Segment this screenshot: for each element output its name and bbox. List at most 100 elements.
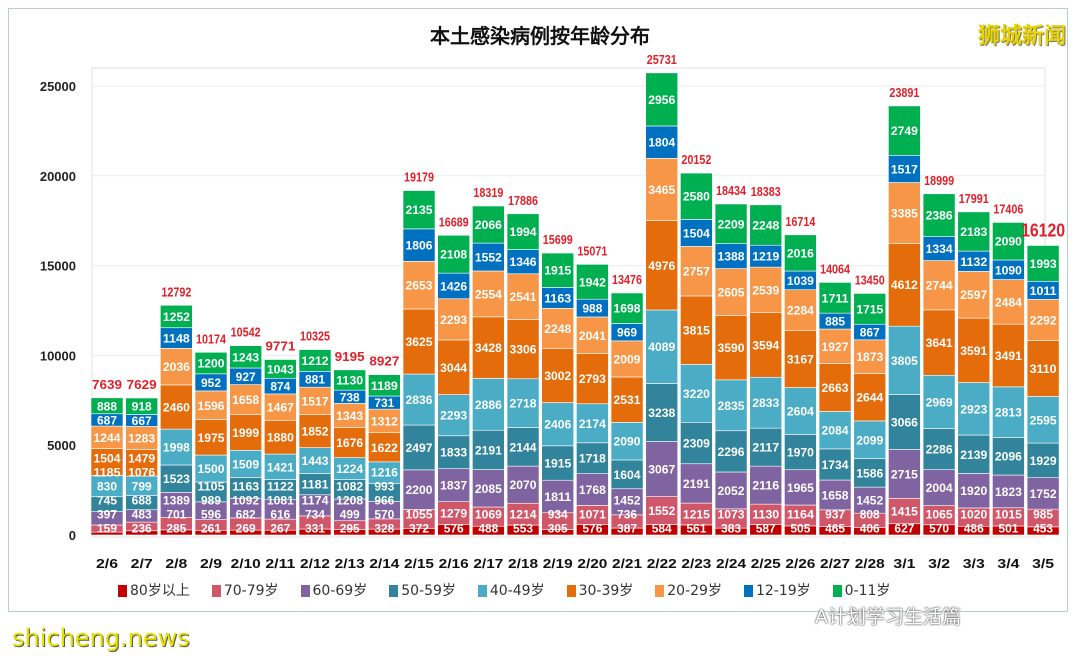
legend-item: 70-79岁 (211, 582, 279, 600)
data-label: 1224 (336, 462, 363, 476)
bar-segment (853, 373, 887, 422)
bar-segment (784, 234, 817, 272)
bar-segment (160, 428, 193, 466)
total-label: 18383 (751, 184, 781, 199)
bar-segment (194, 454, 228, 483)
data-label: 2749 (891, 124, 918, 138)
x-tick-label: 2/22 (647, 556, 677, 571)
data-label: 2744 (926, 279, 953, 293)
data-label: 667 (132, 414, 152, 428)
data-label: 1929 (1030, 454, 1057, 468)
data-label: 1504 (94, 452, 121, 466)
data-label: 888 (97, 399, 117, 413)
data-label: 570 (374, 508, 394, 522)
legend-label: 20-29岁 (667, 583, 722, 599)
bar-segment (680, 463, 713, 504)
data-label: 1837 (440, 479, 467, 493)
data-label: 1163 (544, 291, 571, 305)
bar-segment (610, 292, 644, 324)
bar-segment (541, 252, 575, 288)
data-label: 261 (201, 522, 221, 536)
bar-segment (957, 317, 991, 383)
data-label: 2117 (752, 441, 779, 455)
legend-swatch (118, 585, 127, 597)
bar-segment (714, 430, 748, 473)
x-tick-label: 2/28 (855, 556, 885, 571)
data-label: 1517 (302, 394, 329, 408)
data-label: 1586 (856, 466, 883, 480)
data-label: 1658 (232, 393, 259, 407)
data-label: 2296 (718, 445, 745, 459)
bar-segment (749, 376, 783, 429)
data-label: 682 (236, 508, 256, 522)
data-label: 2653 (406, 279, 433, 293)
data-label: 2813 (995, 406, 1022, 420)
data-label: 2052 (718, 484, 745, 498)
data-label: 1993 (1030, 257, 1057, 271)
data-label: 1975 (198, 431, 225, 445)
bar-segment (818, 328, 852, 364)
data-label: 1148 (163, 332, 190, 346)
data-label: 4089 (648, 340, 675, 354)
bar-segment (749, 465, 783, 505)
data-label: 1880 (267, 431, 294, 445)
data-label: 2715 (891, 467, 918, 481)
data-label: 1069 (475, 508, 502, 522)
x-tick-label: 2/23 (681, 556, 711, 571)
data-label: 2292 (1030, 314, 1057, 328)
data-label: 3238 (648, 406, 675, 420)
bar-segment (749, 204, 783, 246)
data-label: 1552 (648, 504, 675, 518)
bar-segment (1026, 396, 1060, 444)
data-label: 688 (132, 494, 152, 508)
data-label: 2595 (1030, 413, 1057, 427)
data-label: 1011 (1030, 284, 1057, 298)
data-label: 2066 (475, 218, 502, 232)
data-label: 2718 (510, 397, 537, 411)
x-tick-label: 2/15 (404, 556, 434, 571)
data-label: 570 (929, 522, 949, 536)
bar-segment (818, 479, 852, 511)
bar-segment (125, 397, 158, 415)
total-label: 20152 (681, 152, 711, 167)
legend-item: 30-39岁 (566, 582, 633, 600)
data-label: 1200 (198, 357, 225, 371)
data-label: 1452 (614, 494, 641, 508)
data-label: 1698 (614, 302, 641, 316)
data-label: 1243 (232, 350, 259, 364)
data-label: 305 (548, 522, 568, 536)
bar-segment (576, 353, 609, 405)
total-label: 16689 (439, 214, 469, 229)
data-label: 2284 (787, 304, 814, 318)
data-label: 738 (340, 390, 360, 404)
data-label: 2497 (406, 441, 433, 455)
data-label: 1122 (267, 480, 294, 494)
data-label: 1426 (440, 279, 467, 293)
data-label: 1015 (995, 508, 1022, 522)
data-label: 1927 (822, 340, 849, 354)
total-label: 25731 (647, 52, 677, 67)
data-label: 2135 (406, 203, 433, 217)
total-label: 15071 (577, 243, 607, 258)
data-label: 3491 (995, 349, 1022, 363)
data-label: 745 (97, 494, 117, 508)
bar-segment (194, 419, 228, 456)
data-label: 616 (270, 508, 290, 522)
data-label: 2191 (683, 477, 710, 491)
data-label: 2663 (822, 381, 849, 395)
data-label: 2096 (995, 450, 1022, 464)
data-label: 1343 (336, 409, 363, 423)
x-tick-label: 2/17 (473, 556, 503, 571)
bar-segment (1026, 245, 1060, 282)
x-tick-label: 2/19 (543, 556, 573, 571)
bar-segment (645, 496, 679, 525)
bar-segment (437, 394, 471, 437)
bar-segment (368, 374, 401, 397)
x-tick-label: 3/4 (997, 556, 1020, 571)
data-label: 2604 (787, 404, 814, 418)
bar-segment (645, 125, 679, 159)
data-label: 2835 (718, 399, 745, 413)
total-label: 10325 (300, 329, 330, 344)
legend-swatch (211, 585, 221, 597)
bar-segment (992, 279, 1025, 325)
